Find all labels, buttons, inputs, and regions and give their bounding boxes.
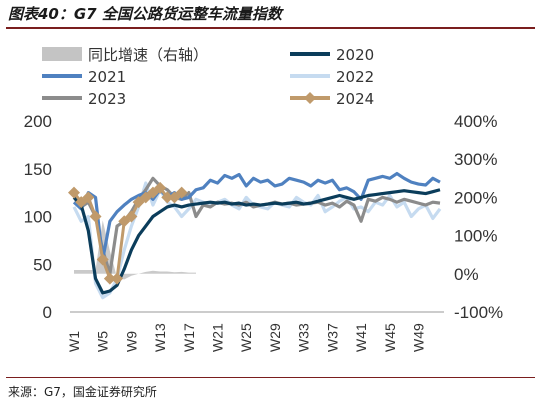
series-line-2020 — [72, 188, 441, 295]
y-right-tick-label: -100% — [454, 303, 503, 322]
series-2024-marker — [175, 186, 188, 199]
x-tick-label: W21 — [210, 323, 226, 352]
series-2024-marker — [82, 191, 95, 204]
y-left-tick-label: 0 — [43, 303, 52, 322]
series-2024-marker — [103, 272, 116, 285]
x-tick-label: W25 — [238, 323, 254, 352]
legend-item-2020: 2020 — [290, 46, 374, 64]
series-2024-marker — [154, 181, 167, 194]
series-2024-marker — [125, 210, 138, 223]
x-tick-label: W41 — [353, 323, 369, 352]
y-right-tick-label: 300% — [454, 150, 497, 169]
x-tick-label: W13 — [152, 323, 168, 352]
x-tick-label: W5 — [95, 331, 111, 352]
legend: 同比增速（右轴） 2020 2021 2022 2023 2024 — [42, 46, 374, 108]
legend-label: 2022 — [336, 68, 374, 86]
series-layer — [68, 171, 442, 300]
x-tick-label: W37 — [324, 323, 340, 352]
series-2024-marker — [89, 210, 102, 223]
legend-label: 2020 — [336, 46, 374, 64]
legend-swatch — [42, 47, 82, 61]
x-tick-label: W29 — [267, 323, 283, 352]
y-right-tick-label: 0% — [454, 265, 479, 284]
x-tick-label: W9 — [123, 331, 139, 352]
axes: 0 50 100 150 200 -100% 0% 100% 200% 300% 400% W1 W5 W… — [24, 112, 504, 352]
legend-item-2024: 2024 — [290, 90, 374, 108]
title-divider — [6, 27, 535, 29]
y-left-tick-label: 200 — [24, 112, 52, 131]
x-tick-label: W33 — [296, 323, 312, 352]
y-right-tick-label: 200% — [454, 188, 497, 207]
legend-item-2022: 2022 — [290, 68, 374, 86]
y-right-tick-label: 400% — [454, 112, 497, 131]
legend-marker — [304, 92, 316, 104]
legend-item-2021: 2021 — [42, 68, 126, 86]
legend-label: 同比增速（右轴） — [88, 46, 208, 64]
x-tick-label: W1 — [66, 331, 82, 352]
y-left-tick-label: 50 — [33, 255, 52, 274]
y-left-tick-label: 150 — [24, 160, 52, 179]
legend-label: 2023 — [88, 90, 126, 108]
figure-title: 图表40：G7 全国公路货运整车流量指数 — [8, 5, 282, 23]
x-tick-label: W49 — [410, 323, 426, 352]
x-tick-label: W45 — [382, 323, 398, 352]
legend-label: 2024 — [336, 90, 374, 108]
series-2024-marker — [161, 191, 174, 204]
series-2024-marker — [68, 186, 80, 199]
source-note: 来源：G7，国金证券研究所 — [8, 385, 157, 399]
series-2024-marker — [96, 253, 109, 266]
y-left-tick-label: 100 — [24, 208, 52, 227]
legend-item-2023: 2023 — [42, 90, 126, 108]
x-tick-label: W17 — [181, 323, 197, 352]
legend-item-yoy: 同比增速（右轴） — [42, 46, 208, 64]
series-2024-marker — [111, 272, 124, 285]
source-divider — [6, 377, 535, 378]
legend-label: 2021 — [88, 68, 126, 86]
series-line-2021 — [72, 171, 441, 262]
y-right-tick-label: 100% — [454, 227, 497, 246]
